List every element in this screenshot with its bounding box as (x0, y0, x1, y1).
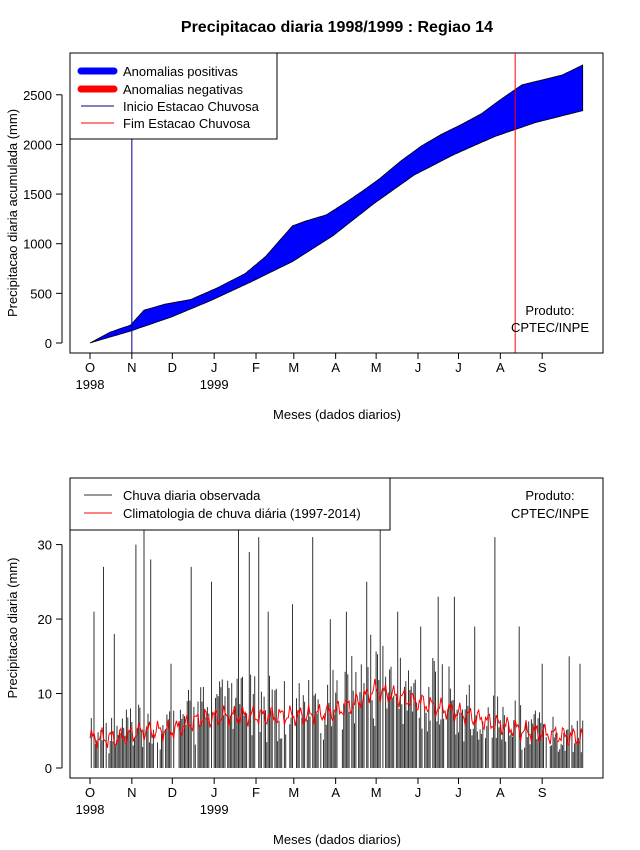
x-tick-label: M (288, 785, 299, 800)
y-tick-label: 1500 (23, 187, 52, 202)
legend-climatology-label: Climatologia de chuva diária (1997-2014) (123, 506, 361, 521)
daily-y-label: Precipitacao diaria (mm) (5, 558, 20, 699)
x-tick-label: D (168, 360, 177, 375)
x-tick-label: F (252, 360, 260, 375)
cumulative-y-label: Precipitacao diaria acumulada (mm) (5, 109, 20, 317)
daily-product-label: Produto: (525, 488, 574, 503)
daily-legend: Chuva diaria observada Climatologia de c… (69, 477, 391, 531)
x-tick-label: M (371, 785, 382, 800)
daily-legend-box (69, 477, 391, 531)
x-tick-label: O (85, 360, 95, 375)
daily-y-axis: 0 10 20 30 (38, 538, 63, 776)
x-tick-label: J (415, 360, 422, 375)
positive-anomaly-area (89, 64, 584, 344)
x-tick-label: D (168, 785, 177, 800)
x-tick-label: J (455, 785, 462, 800)
x-tick-label: A (496, 785, 505, 800)
legend-negative-label: Anomalias negativas (123, 82, 243, 97)
cumulative-y-axis: 0 500 1000 1500 2000 2500 (23, 88, 63, 351)
x-tick-label: M (288, 360, 299, 375)
x-tick-label: M (371, 360, 382, 375)
cumulative-x-label: Meses (dados diarios) (273, 407, 401, 422)
cumulative-anomaly-area (89, 64, 584, 344)
x-year-label: 1998 (76, 377, 105, 392)
x-tick-label: N (127, 785, 136, 800)
chart-title: Precipitacao diaria 1998/1999 : Regiao 1… (181, 19, 493, 36)
daily-product-source: CPTEC/INPE (511, 506, 589, 521)
x-tick-label: J (415, 785, 422, 800)
cumulative-product-source: CPTEC/INPE (511, 320, 589, 335)
cumulative-legend: Anomalias positivas Anomalias negativas … (69, 52, 278, 140)
x-tick-label: J (211, 360, 218, 375)
y-tick-label: 0 (45, 761, 52, 776)
legend-end-label: Fim Estacao Chuvosa (123, 116, 251, 131)
x-year-label: 1999 (200, 377, 229, 392)
x-tick-label: F (252, 785, 260, 800)
y-tick-label: 500 (30, 286, 52, 301)
y-tick-label: 0 (45, 336, 52, 351)
y-tick-label: 20 (38, 612, 52, 627)
x-year-label: 1999 (200, 802, 229, 817)
y-tick-label: 1000 (23, 237, 52, 252)
daily-climatology-line (89, 679, 584, 749)
cumulative-chart: 0 500 1000 1500 2000 2500 O N D J F M A M J J A S 1998 199… (5, 52, 604, 422)
legend-observed-label: Chuva diaria observada (123, 488, 261, 503)
y-tick-label: 30 (38, 538, 52, 553)
y-tick-label: 2500 (23, 88, 52, 103)
x-tick-label: N (127, 360, 136, 375)
daily-x-axis: O N D J F M A M J J A S 1998 1999 (76, 777, 547, 817)
x-tick-label: S (538, 360, 547, 375)
cumulative-product-label: Produto: (525, 303, 574, 318)
daily-rain-bars (90, 485, 584, 768)
x-tick-label: J (211, 785, 218, 800)
cumulative-legend-box (69, 52, 278, 140)
x-tick-label: S (538, 785, 547, 800)
cumulative-x-axis: O N D J F M A M J J A S 1998 1999 (76, 352, 547, 392)
x-tick-label: O (85, 785, 95, 800)
x-tick-label: A (331, 360, 340, 375)
x-tick-label: J (455, 360, 462, 375)
legend-positive-label: Anomalias positivas (123, 64, 238, 79)
y-tick-label: 2000 (23, 137, 52, 152)
y-tick-label: 10 (38, 687, 52, 702)
x-tick-label: A (496, 360, 505, 375)
x-tick-label: A (331, 785, 340, 800)
x-year-label: 1998 (76, 802, 105, 817)
daily-x-label: Meses (dados diarios) (273, 832, 401, 847)
daily-chart: 0 10 20 30 O N D J F M A M J J A S 1998 1999 Meses (dado… (5, 477, 604, 847)
legend-start-label: Inicio Estacao Chuvosa (123, 99, 260, 114)
